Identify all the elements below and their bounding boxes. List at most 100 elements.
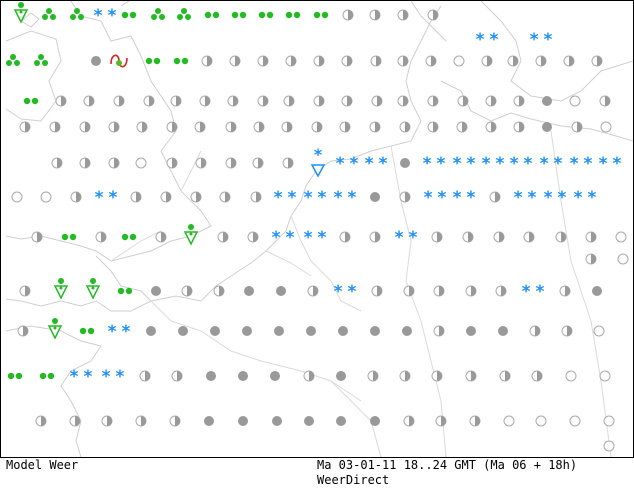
heavy-rain-icon: [34, 54, 48, 66]
svg-text:*: *: [94, 6, 103, 26]
svg-text:*: *: [467, 188, 476, 208]
partly-cloudy-icon: [229, 55, 241, 67]
snow-icon: * *: [482, 154, 505, 174]
partly-cloudy-icon: [181, 285, 193, 297]
svg-text:*: *: [453, 154, 462, 174]
clear-sky-icon: [503, 415, 515, 427]
partly-cloudy-icon: [403, 415, 415, 427]
overcast-icon: [210, 326, 220, 336]
overcast-icon: [91, 56, 101, 66]
partly-cloudy-icon: [160, 191, 172, 203]
partly-cloudy-icon: [397, 95, 409, 107]
overcast-icon: [306, 326, 316, 336]
weather-map: * ** * * ** * * * * * * * * * * * * * * * * * ** * * * * * * * * * * * * * *…: [5, 1, 633, 457]
svg-text:*: *: [510, 154, 519, 174]
partly-cloudy-icon: [399, 191, 411, 203]
snow-icon: * *: [476, 30, 499, 50]
rain-icon: [258, 11, 274, 19]
svg-text:*: *: [482, 154, 491, 174]
overcast-icon: [304, 416, 314, 426]
svg-text:*: *: [409, 228, 418, 248]
partly-cloudy-icon: [555, 231, 567, 243]
partly-cloudy-icon: [342, 9, 354, 21]
svg-text:*: *: [348, 282, 357, 302]
overcast-icon: [178, 326, 188, 336]
partly-cloudy-icon: [369, 231, 381, 243]
overcast-icon: [338, 326, 348, 336]
partly-cloudy-icon: [559, 285, 571, 297]
partly-cloudy-icon: [69, 415, 81, 427]
svg-text:*: *: [438, 188, 447, 208]
svg-text:*: *: [116, 367, 125, 387]
partly-cloudy-icon: [370, 55, 382, 67]
partly-cloudy-icon: [397, 55, 409, 67]
svg-text:*: *: [613, 154, 622, 174]
partly-cloudy-icon: [431, 231, 443, 243]
snow-icon: * *: [70, 367, 93, 387]
svg-text:*: *: [490, 30, 499, 50]
svg-text:*: *: [599, 154, 608, 174]
rain-icon: [313, 11, 329, 19]
snow-icon: * *: [102, 367, 125, 387]
snow-icon: * *: [570, 154, 593, 174]
overcast-icon: [400, 158, 410, 168]
clear-sky-icon: [535, 415, 547, 427]
partly-cloudy-icon: [523, 231, 535, 243]
partly-cloudy-icon: [397, 9, 409, 21]
forecast-time: Ma 03-01-11 18..24 GMT (Ma 06 + 18h): [317, 458, 578, 472]
svg-text:*: *: [524, 154, 533, 174]
snow-icon: * *: [94, 6, 117, 26]
partly-cloudy-icon: [19, 285, 31, 297]
snow-icon: * *: [540, 154, 563, 174]
svg-text:*: *: [288, 188, 297, 208]
overcast-icon: [336, 371, 346, 381]
partly-cloudy-icon: [499, 370, 511, 382]
partly-cloudy-icon: [431, 370, 443, 382]
svg-text:*: *: [574, 188, 583, 208]
svg-text:*: *: [334, 282, 343, 302]
partly-cloudy-icon: [113, 95, 125, 107]
overcast-icon: [542, 96, 552, 106]
overcast-icon: [276, 286, 286, 296]
partly-cloudy-icon: [70, 191, 82, 203]
partly-cloudy-icon: [95, 231, 107, 243]
partly-cloudy-icon: [371, 95, 383, 107]
partly-cloudy-icon: [55, 95, 67, 107]
svg-text:*: *: [336, 154, 345, 174]
overcast-icon: [238, 416, 248, 426]
rain-icon: [23, 97, 39, 105]
clear-sky-icon: [565, 370, 577, 382]
partly-cloudy-icon: [35, 415, 47, 427]
svg-text:*: *: [272, 228, 281, 248]
snow-icon: * *: [453, 188, 476, 208]
overcast-icon: [238, 371, 248, 381]
overcast-icon: [370, 192, 380, 202]
partly-cloudy-icon: [201, 55, 213, 67]
partly-cloudy-icon: [427, 121, 439, 133]
rain-icon: [7, 372, 23, 380]
clear-sky-icon: [569, 95, 581, 107]
partly-cloudy-icon: [433, 285, 445, 297]
svg-text:*: *: [108, 322, 117, 342]
clear-sky-icon: [603, 440, 615, 452]
rain-shower-icon: [183, 224, 199, 246]
svg-text:*: *: [304, 228, 313, 248]
partly-cloudy-icon: [213, 285, 225, 297]
partly-cloudy-icon: [19, 121, 31, 133]
partly-cloudy-icon: [171, 370, 183, 382]
svg-text:*: *: [286, 228, 295, 248]
partly-cloudy-icon: [79, 157, 91, 169]
snow-icon: * *: [510, 154, 533, 174]
rain-icon: [121, 11, 137, 19]
partly-cloudy-icon: [585, 253, 597, 265]
partly-cloudy-icon: [561, 325, 573, 337]
partly-cloudy-icon: [369, 9, 381, 21]
partly-cloudy-icon: [481, 55, 493, 67]
snow-icon: * *: [423, 154, 446, 174]
svg-text:*: *: [544, 188, 553, 208]
snow-icon: * *: [522, 282, 545, 302]
rain-shower-icon: [85, 278, 101, 300]
overcast-icon: [274, 326, 284, 336]
snow-icon: * *: [514, 188, 537, 208]
clear-sky-icon: [40, 191, 52, 203]
